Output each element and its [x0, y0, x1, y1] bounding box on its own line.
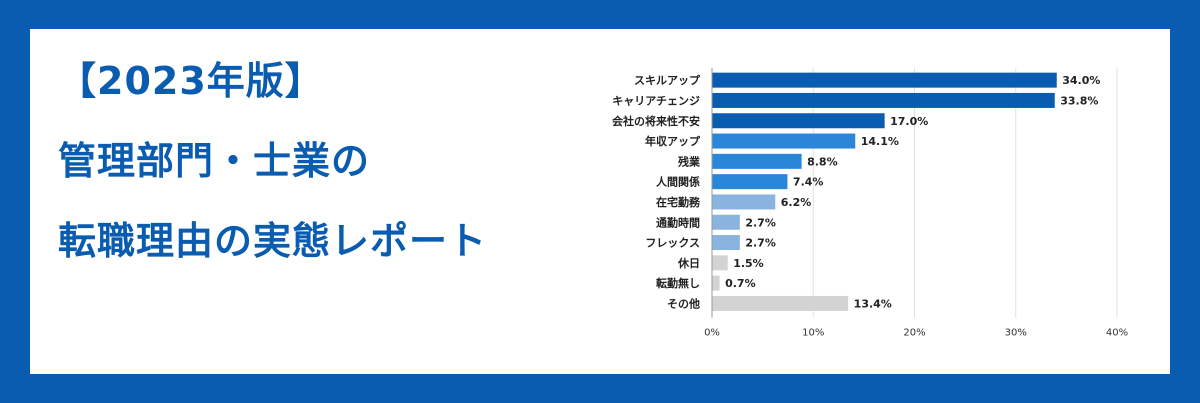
bar: [712, 214, 740, 230]
bar-chart: スキルアップ 34.0% キャリアチェンジ 33.8% 会社の将来性不安 17.0% 年収ア…: [612, 68, 1128, 339]
data-label: 7.4%: [793, 176, 824, 189]
bar: [712, 235, 740, 251]
data-label: 1.5%: [733, 257, 764, 270]
category-label: 年収アップ: [645, 134, 701, 148]
data-label: 0.7%: [725, 277, 756, 290]
label-layer: スキルアップ 34.0% キャリアチェンジ 33.8% 会社の将来性不安 17.0% 年収ア…: [612, 73, 1100, 310]
bar: [712, 194, 776, 210]
bar: [712, 153, 802, 169]
bar: [712, 255, 728, 271]
data-label: 2.7%: [745, 216, 776, 229]
x-tick-label: 10%: [802, 328, 824, 339]
category-label: 残業: [678, 154, 701, 168]
data-label: 34.0%: [1062, 74, 1100, 87]
bar: [712, 92, 1055, 108]
title-line-3: 転職理由の実態レポート: [58, 219, 488, 263]
data-label: 13.4%: [854, 297, 892, 310]
data-label: 17.0%: [890, 115, 928, 128]
data-label: 33.8%: [1060, 94, 1098, 107]
category-label: 休日: [677, 256, 700, 270]
tick-layer: 0% 10% 20% 30% 40%: [704, 328, 1128, 339]
category-label: 人間関係: [656, 175, 700, 189]
category-label: 会社の将来性不安: [612, 114, 700, 128]
bar: [712, 72, 1057, 88]
data-label: 2.7%: [745, 237, 776, 250]
title-line-2: 管理部門・士業の: [58, 139, 371, 183]
title-block: 【2023年版】 管理部門・士業の 転職理由の実態レポート: [58, 62, 487, 260]
x-tick-label: 30%: [1005, 328, 1027, 339]
data-label: 8.8%: [807, 155, 838, 168]
data-label: 14.1%: [861, 135, 899, 148]
category-label: 在宅勤務: [656, 195, 701, 209]
title-line-1: 【2023年版】: [58, 59, 324, 103]
category-label: その他: [667, 296, 700, 310]
x-tick-label: 0%: [704, 328, 720, 339]
category-label: 転勤無し: [656, 276, 700, 290]
category-label: フレックス: [645, 237, 700, 250]
category-label: 通勤時間: [656, 215, 700, 229]
bar: [712, 174, 788, 190]
x-tick-label: 20%: [903, 328, 925, 339]
bar: [712, 275, 720, 291]
category-label: スキルアップ: [634, 73, 701, 87]
category-label: キャリアチェンジ: [612, 94, 700, 107]
data-label: 6.2%: [781, 196, 812, 209]
x-tick-label: 40%: [1106, 328, 1128, 339]
bar: [712, 133, 856, 149]
bar: [712, 295, 849, 311]
bar-layer: [712, 72, 1057, 311]
bar: [712, 113, 885, 129]
grid-layer: [711, 68, 1118, 318]
